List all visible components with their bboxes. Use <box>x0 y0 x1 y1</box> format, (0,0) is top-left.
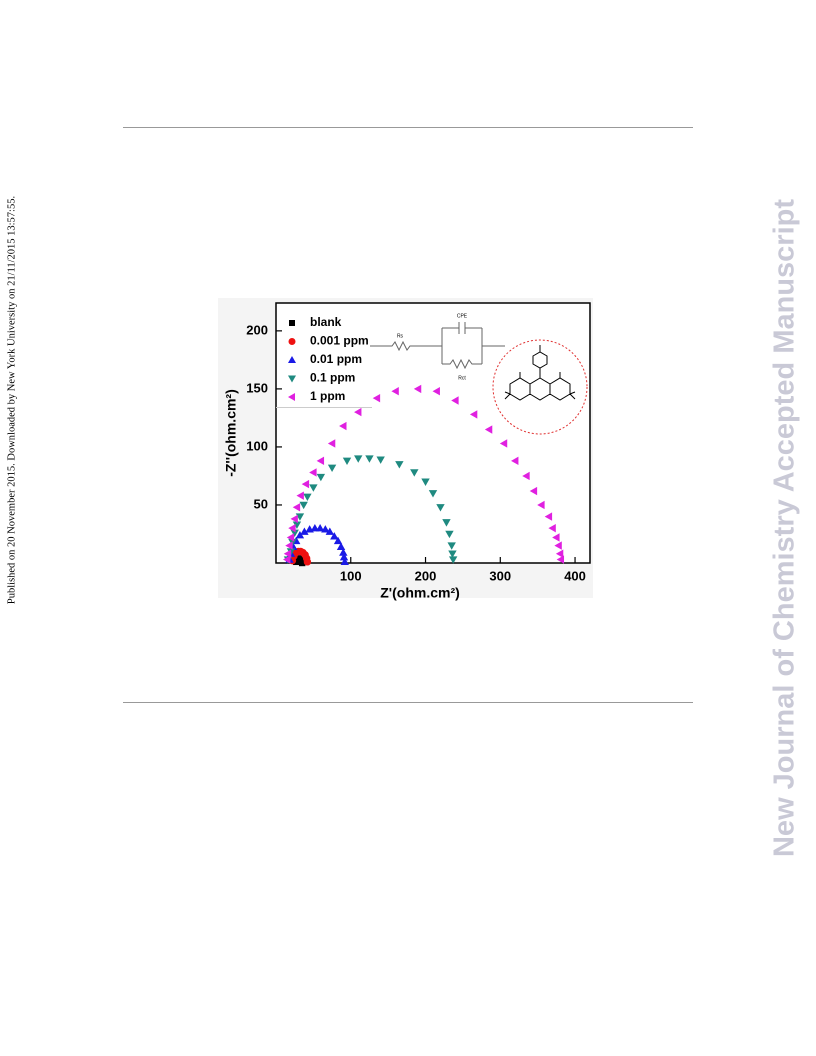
top-rule <box>123 127 693 128</box>
molecule <box>504 345 576 401</box>
marker <box>529 486 538 496</box>
legend-label: 0.1 ppm <box>310 371 355 385</box>
marker <box>442 519 451 527</box>
marker <box>283 555 291 564</box>
marker <box>327 439 336 448</box>
legend-marker <box>288 356 296 363</box>
y-tick-label: 150 <box>246 380 268 395</box>
marker <box>301 479 310 489</box>
marker <box>555 549 564 558</box>
marker <box>447 542 456 550</box>
marker <box>413 384 422 394</box>
legend-marker <box>288 338 296 345</box>
marker <box>316 473 326 482</box>
marker <box>469 410 478 419</box>
marker <box>292 521 302 529</box>
marker <box>299 501 308 510</box>
marker <box>290 514 298 524</box>
marker <box>552 533 560 542</box>
legend-label: 0.01 ppm <box>310 352 362 366</box>
marker <box>499 439 508 448</box>
marker <box>484 425 493 434</box>
marker <box>292 503 301 512</box>
marker <box>321 525 330 533</box>
marker <box>554 541 562 550</box>
marker <box>428 490 438 498</box>
marker <box>339 552 349 561</box>
marker <box>283 549 292 558</box>
marker <box>365 455 374 463</box>
marker <box>448 550 457 558</box>
marker <box>410 469 419 477</box>
marker <box>300 527 309 535</box>
marker <box>451 396 459 405</box>
marker <box>342 457 352 466</box>
y-axis-label: -Z''(ohm.cm²) <box>223 389 239 477</box>
x-tick-label: 100 <box>340 568 362 583</box>
marker <box>448 556 458 564</box>
y-tick-label: 200 <box>246 322 268 337</box>
marker <box>556 555 565 564</box>
legend-marker <box>288 375 296 383</box>
y-tick-label: 50 <box>254 496 268 511</box>
x-tick-label: 300 <box>489 568 511 583</box>
marker <box>303 493 312 502</box>
marker <box>511 456 519 466</box>
marker <box>421 478 430 486</box>
marker <box>376 456 385 464</box>
marker <box>330 532 339 540</box>
marker <box>544 512 553 521</box>
marker <box>296 491 304 500</box>
legend-marker <box>289 320 295 326</box>
legend-label: 1 ppm <box>310 389 345 403</box>
marker <box>354 455 363 463</box>
x-tick-label: 200 <box>415 568 437 583</box>
marker <box>391 387 399 396</box>
marker <box>286 533 295 542</box>
marker <box>325 527 335 535</box>
circuit <box>370 322 505 370</box>
marker <box>548 523 556 533</box>
circuit-label: Rs <box>397 333 404 339</box>
marker <box>288 523 296 533</box>
marker <box>290 529 299 538</box>
marker <box>395 461 404 469</box>
marker <box>295 530 305 539</box>
marker <box>309 468 317 477</box>
marker <box>298 559 306 567</box>
marker <box>339 421 347 431</box>
legend-label: blank <box>310 315 342 329</box>
marker <box>303 558 312 566</box>
marker <box>445 530 454 539</box>
marker <box>354 407 362 417</box>
circuit-label: Rct <box>458 375 466 381</box>
x-axis-label: Z'(ohm.cm²) <box>380 585 460 601</box>
marker <box>309 484 318 492</box>
marker <box>432 387 440 396</box>
marker <box>333 536 343 545</box>
marker <box>339 548 348 556</box>
inset-circle <box>492 339 588 435</box>
marker <box>340 557 349 566</box>
marker <box>436 504 445 512</box>
marker <box>327 464 337 473</box>
marker <box>315 523 325 532</box>
circuit-label: CPE <box>457 313 468 319</box>
legend-label: 0.001 ppm <box>310 334 369 348</box>
marker <box>285 541 293 550</box>
x-tick-label: 400 <box>564 568 586 583</box>
circuit-wires <box>370 322 505 370</box>
marker <box>522 471 530 481</box>
y-tick-label: 100 <box>246 438 268 453</box>
legend-marker <box>288 393 295 401</box>
marker <box>537 500 545 510</box>
marker <box>316 456 325 466</box>
bottom-rule <box>123 702 693 703</box>
marker <box>372 393 381 403</box>
marker <box>336 542 346 550</box>
